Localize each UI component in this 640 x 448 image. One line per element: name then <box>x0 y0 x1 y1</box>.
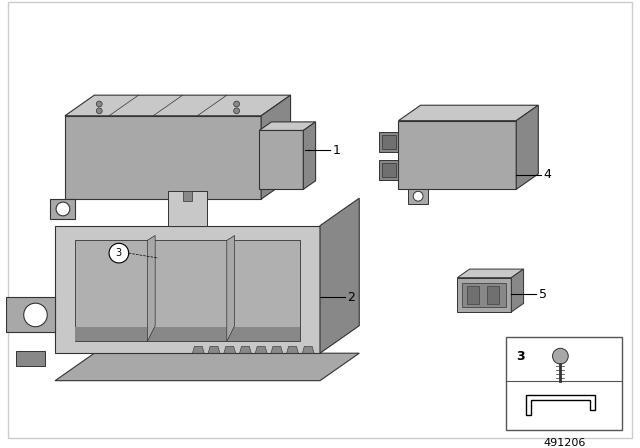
Bar <box>506 336 622 430</box>
Circle shape <box>96 108 102 114</box>
Polygon shape <box>261 95 291 199</box>
Polygon shape <box>6 297 55 332</box>
Polygon shape <box>168 191 207 226</box>
Bar <box>382 135 396 149</box>
Polygon shape <box>16 351 45 366</box>
Polygon shape <box>271 346 283 353</box>
Circle shape <box>109 243 129 263</box>
Circle shape <box>234 108 239 114</box>
Polygon shape <box>458 269 524 278</box>
Bar <box>467 286 479 304</box>
Polygon shape <box>458 278 511 312</box>
Polygon shape <box>259 130 303 190</box>
Polygon shape <box>75 327 300 341</box>
Polygon shape <box>516 105 538 190</box>
Polygon shape <box>408 190 428 204</box>
Bar <box>382 163 396 177</box>
Polygon shape <box>75 241 300 341</box>
Text: 4: 4 <box>544 168 552 181</box>
Bar <box>462 283 506 307</box>
Polygon shape <box>65 116 261 199</box>
Polygon shape <box>303 122 316 190</box>
Text: 2: 2 <box>348 291 355 304</box>
Circle shape <box>24 303 47 327</box>
Polygon shape <box>208 346 220 353</box>
Polygon shape <box>239 346 252 353</box>
Polygon shape <box>147 236 155 341</box>
Polygon shape <box>55 353 359 381</box>
Polygon shape <box>399 121 516 190</box>
Polygon shape <box>255 346 267 353</box>
Text: 5: 5 <box>539 288 547 301</box>
Bar <box>379 133 399 152</box>
Circle shape <box>234 101 239 107</box>
Bar <box>379 160 399 180</box>
Polygon shape <box>259 122 316 130</box>
Polygon shape <box>65 95 291 116</box>
Circle shape <box>56 202 70 216</box>
Text: 3: 3 <box>116 248 122 258</box>
Polygon shape <box>399 105 538 121</box>
Text: 3: 3 <box>516 349 525 362</box>
Text: 1: 1 <box>333 144 340 157</box>
Text: 491206: 491206 <box>543 438 586 448</box>
Bar <box>487 286 499 304</box>
Polygon shape <box>224 346 236 353</box>
Polygon shape <box>50 199 75 219</box>
Polygon shape <box>227 236 235 341</box>
Polygon shape <box>55 226 320 353</box>
Circle shape <box>96 101 102 107</box>
Circle shape <box>552 348 568 364</box>
Polygon shape <box>320 198 359 353</box>
Polygon shape <box>302 346 314 353</box>
Polygon shape <box>182 191 193 201</box>
Polygon shape <box>511 269 524 312</box>
Polygon shape <box>193 346 204 353</box>
Polygon shape <box>287 346 298 353</box>
Circle shape <box>413 191 423 201</box>
